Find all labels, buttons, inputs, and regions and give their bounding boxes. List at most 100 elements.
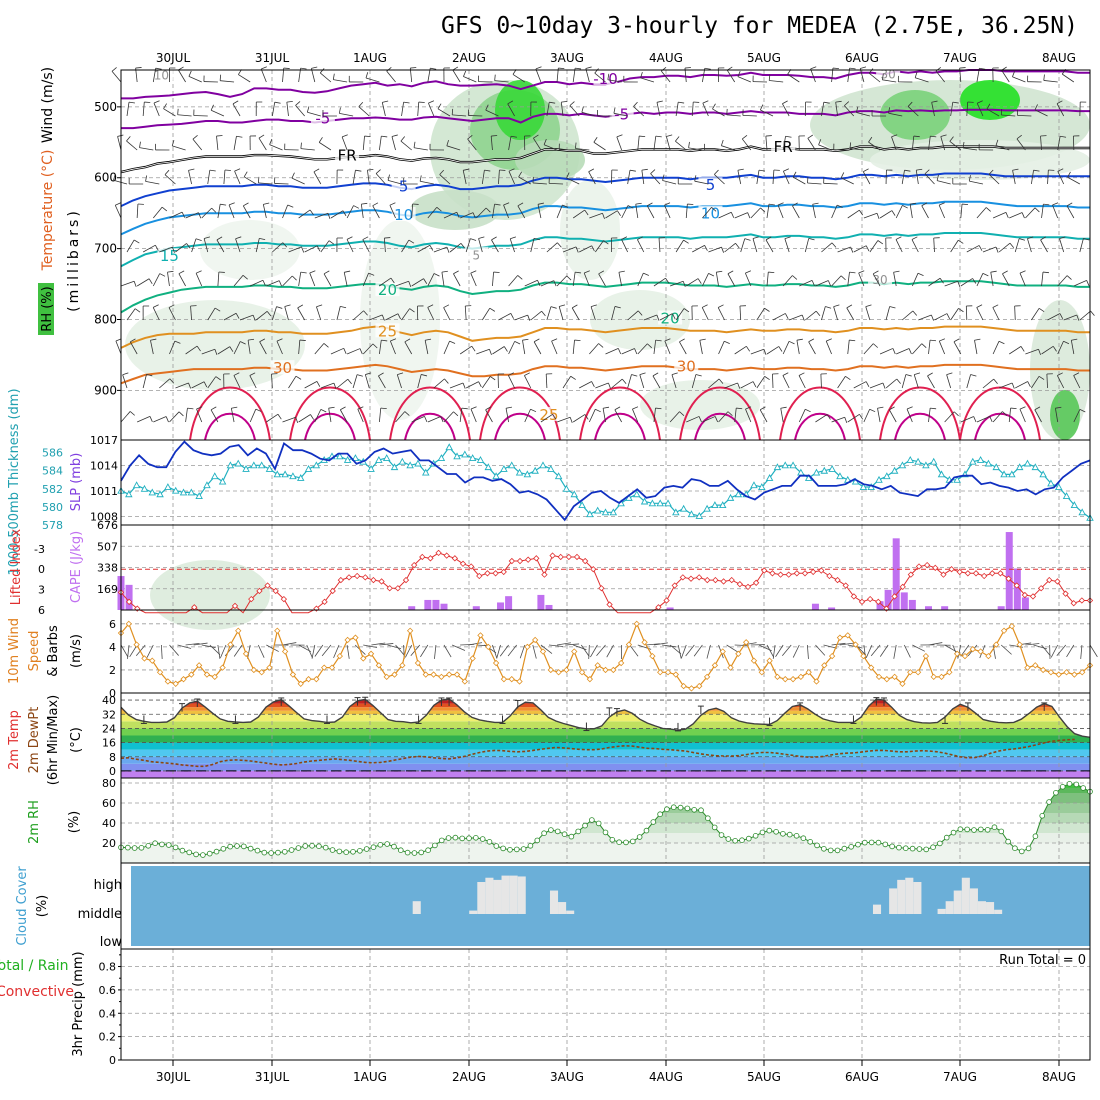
thickness-marker [171,486,180,494]
wind-barb [1001,114,1016,117]
wind-barb [677,644,682,659]
rh-shading [360,220,440,420]
wind-barb [320,382,335,389]
date-label-bottom: 4AUG [649,1070,683,1084]
wind-barb-flag [752,236,759,239]
wind-barb [352,374,358,389]
wind-barb [1034,109,1048,117]
rh-marker [643,827,650,834]
wind-barb-flag [889,406,895,411]
wind-barb [395,411,406,423]
wind-barb-flag [1079,409,1086,413]
wind-barb [869,382,884,389]
wind-barb [492,272,494,287]
thickness-marker [1078,508,1086,516]
rh-marker [1032,833,1039,839]
rh-marker [636,834,643,840]
wind-barb [637,136,640,151]
wind-barb [343,272,348,287]
wind-barb-flag [1019,406,1026,410]
thickness-marker [734,490,743,498]
wind-barb [863,409,871,423]
wind-barb [485,109,499,117]
contour-label: 30 [872,273,887,287]
wind-barb [411,278,424,287]
date-label-bottom: 5AUG [747,1070,781,1084]
wind-barb [998,382,1013,389]
cloud-axis-label: (%) [35,895,50,918]
wind-barb [737,76,752,83]
wind-barb-flag [865,381,870,388]
thickness-marker [195,492,203,500]
wind-barb [1027,238,1032,253]
wind-barb [1062,73,1075,83]
wind-barb-flag [1056,100,1063,105]
wind-barb [909,204,913,219]
wind-speed-marker [469,655,476,662]
wind-barb [545,373,548,389]
wind-barb [389,340,396,355]
thickness-marker [992,463,1000,471]
wind-barb [546,306,552,321]
cloud-block-middle [477,882,486,914]
wind-barb-flag [825,306,832,309]
wind-barb [400,140,412,151]
wind-barb [782,103,790,117]
contour-label-bg [868,270,893,285]
wind-barb [346,644,350,659]
wind-barb-flag [746,346,751,352]
rh-tick-label: 40 [102,817,116,830]
wind-barb [126,239,135,253]
wind-barb-flag [840,172,845,179]
wind-barb [726,644,739,653]
wind-barb [111,71,122,83]
rh-shading [880,90,950,140]
contour-label: 10 [701,205,720,223]
wind-speed-marker [1071,671,1078,678]
wind-barb [702,416,716,423]
wind-speed-marker [516,678,523,685]
wind-barb [175,243,187,253]
wind-barb [1041,204,1044,219]
wind-speed-marker [852,641,859,648]
lifted-index-marker [695,574,703,581]
wind-barb-flag [902,205,908,209]
wind-barb [271,102,276,117]
wind-barb [142,374,147,389]
wind-barb [712,108,725,117]
thickness-marker [398,457,407,465]
wind-barb-flag [439,169,445,175]
wind-barb-flag [924,169,930,175]
thickness-tick-label: 586 [42,447,63,460]
cape-tick-label: 169 [97,583,118,596]
wind-barb [424,340,429,355]
lifted-index-marker [264,582,271,589]
wind-barb-flag [752,381,757,388]
wind-barb [443,211,457,219]
lifted-index-tick-label: 6 [38,604,45,617]
lifted-index-marker [256,587,263,595]
wind-barb [641,170,645,185]
wind-barb-flag [220,203,227,206]
wind-barb [427,416,441,423]
wind-barb-flag [340,306,347,309]
wind-speed-marker [461,678,469,685]
thickness-marker [789,461,797,469]
rh-marker [350,848,356,855]
thickness-marker [187,488,196,496]
wind-barb-flag [133,239,140,244]
rh-marker [138,844,145,851]
wind-barb [496,644,501,659]
wind-barb [840,177,854,185]
wind-barb-flag [133,281,137,287]
lifted-index-axis-label: Lifted Index [9,528,24,605]
wind-barb [656,102,661,117]
wind-barb-flag [327,213,331,219]
wind-barb [976,307,984,321]
wind-barb [159,378,171,389]
wind-barb [831,204,838,219]
lifted-index-marker [744,583,752,591]
wind-barb-flag [584,209,589,216]
